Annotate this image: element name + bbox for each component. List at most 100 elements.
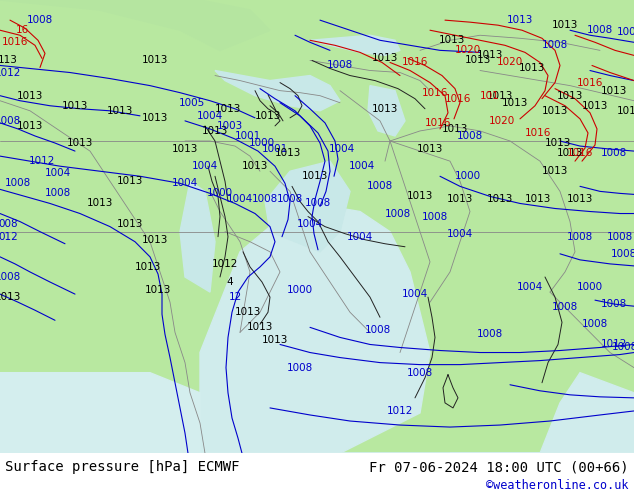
Text: 1008: 1008 — [0, 272, 21, 282]
Text: 1004: 1004 — [347, 232, 373, 242]
Text: 1013: 1013 — [507, 15, 533, 25]
Text: 1013: 1013 — [117, 219, 143, 229]
Text: 008: 008 — [0, 219, 18, 229]
Text: 1016: 1016 — [425, 118, 451, 128]
Text: 1008: 1008 — [617, 27, 634, 37]
Text: 1013: 1013 — [442, 124, 468, 134]
Text: 1008: 1008 — [552, 302, 578, 312]
Text: 1013: 1013 — [17, 91, 43, 100]
Text: 1013: 1013 — [601, 86, 627, 96]
Text: 012: 012 — [0, 232, 18, 242]
Text: 1013: 1013 — [275, 148, 301, 158]
Text: 1008: 1008 — [27, 15, 53, 25]
Text: 1013: 1013 — [525, 195, 551, 204]
Text: 16: 16 — [15, 25, 29, 35]
Text: 1013: 1013 — [552, 20, 578, 30]
Text: 1013: 1013 — [135, 262, 161, 272]
Text: 1008: 1008 — [601, 299, 627, 309]
Text: 1013: 1013 — [542, 106, 568, 116]
Text: 1008: 1008 — [457, 131, 483, 141]
Text: 1008: 1008 — [277, 195, 303, 204]
Text: 1013: 1013 — [67, 138, 93, 148]
Text: 1013: 1013 — [372, 104, 398, 114]
Text: 1016: 1016 — [445, 94, 471, 104]
Text: 1008: 1008 — [607, 232, 633, 242]
Text: 1020: 1020 — [497, 57, 523, 68]
Text: 1013: 1013 — [557, 91, 583, 100]
Text: 1013: 1013 — [145, 285, 171, 295]
Text: 1016: 1016 — [567, 148, 593, 158]
Text: 1013: 1013 — [215, 104, 241, 114]
Text: 1004: 1004 — [297, 219, 323, 229]
Text: 1013: 1013 — [407, 192, 433, 201]
Text: 1016: 1016 — [525, 128, 551, 138]
Text: 1013: 1013 — [447, 195, 473, 204]
Text: 1004: 1004 — [402, 289, 428, 299]
Text: 1013: 1013 — [617, 106, 634, 116]
Text: 1008: 1008 — [365, 325, 391, 335]
Text: 1013: 1013 — [487, 91, 513, 100]
Text: 1004: 1004 — [329, 144, 355, 154]
Text: 1013: 1013 — [61, 101, 88, 111]
Text: 1013: 1013 — [477, 50, 503, 60]
Text: 1008: 1008 — [611, 249, 634, 259]
Text: 1008: 1008 — [305, 198, 331, 208]
Text: 12: 12 — [228, 292, 242, 302]
Text: 1013: 1013 — [202, 126, 228, 136]
Polygon shape — [0, 373, 634, 453]
Text: 1008: 1008 — [45, 188, 71, 198]
Text: 1008: 1008 — [542, 40, 568, 50]
Text: 1013: 1013 — [542, 166, 568, 176]
Text: 1008: 1008 — [477, 329, 503, 340]
Text: 1008: 1008 — [327, 60, 353, 71]
Text: 1013: 1013 — [582, 101, 608, 111]
Text: 1000: 1000 — [249, 138, 275, 148]
Text: 1013: 1013 — [242, 161, 268, 171]
Text: 1000: 1000 — [455, 172, 481, 181]
Text: 1004: 1004 — [172, 178, 198, 188]
Text: 1013: 1013 — [247, 322, 273, 332]
Polygon shape — [450, 373, 634, 453]
Text: 1001: 1001 — [262, 144, 288, 154]
Text: 1013: 1013 — [172, 144, 198, 154]
Text: 1008: 1008 — [0, 116, 21, 126]
Text: 1008: 1008 — [567, 232, 593, 242]
Text: 1013: 1013 — [255, 111, 281, 121]
Text: 1020: 1020 — [489, 116, 515, 126]
Polygon shape — [180, 181, 215, 292]
Text: Fr 07-06-2024 18:00 UTC (00+66): Fr 07-06-2024 18:00 UTC (00+66) — [369, 460, 629, 474]
Text: 1000: 1000 — [207, 188, 233, 198]
Polygon shape — [310, 35, 400, 55]
Text: 1013: 1013 — [545, 138, 571, 148]
Text: 1013: 1013 — [465, 55, 491, 66]
Text: 1020: 1020 — [455, 46, 481, 55]
Text: 1013: 1013 — [17, 121, 43, 131]
Text: 1008: 1008 — [5, 178, 31, 188]
Text: 1004: 1004 — [349, 161, 375, 171]
Text: 1000: 1000 — [577, 282, 603, 292]
Text: 1004: 1004 — [227, 195, 253, 204]
Text: 1013: 1013 — [0, 292, 21, 302]
Text: ©weatheronline.co.uk: ©weatheronline.co.uk — [486, 479, 629, 490]
Text: 1012: 1012 — [387, 406, 413, 416]
Text: 1008: 1008 — [407, 368, 433, 378]
Text: 1003: 1003 — [217, 121, 243, 131]
Text: 1008: 1008 — [582, 319, 608, 329]
Text: 1013: 1013 — [372, 53, 398, 63]
Text: 1008: 1008 — [367, 181, 393, 191]
Text: 1013: 1013 — [142, 235, 168, 245]
Text: 1008: 1008 — [587, 25, 613, 35]
Text: 113: 113 — [0, 55, 18, 66]
Text: 1004: 1004 — [192, 161, 218, 171]
Text: 1008: 1008 — [252, 195, 278, 204]
Text: 1008: 1008 — [287, 363, 313, 372]
Text: 1012: 1012 — [212, 259, 238, 269]
Text: 1013: 1013 — [502, 98, 528, 108]
Text: 1016: 1016 — [577, 77, 603, 88]
Text: 1004: 1004 — [517, 282, 543, 292]
Polygon shape — [0, 0, 270, 50]
Text: 101: 101 — [480, 91, 500, 100]
Text: 1013: 1013 — [142, 55, 168, 66]
Text: 1000: 1000 — [287, 285, 313, 295]
Text: 1008: 1008 — [612, 343, 634, 352]
